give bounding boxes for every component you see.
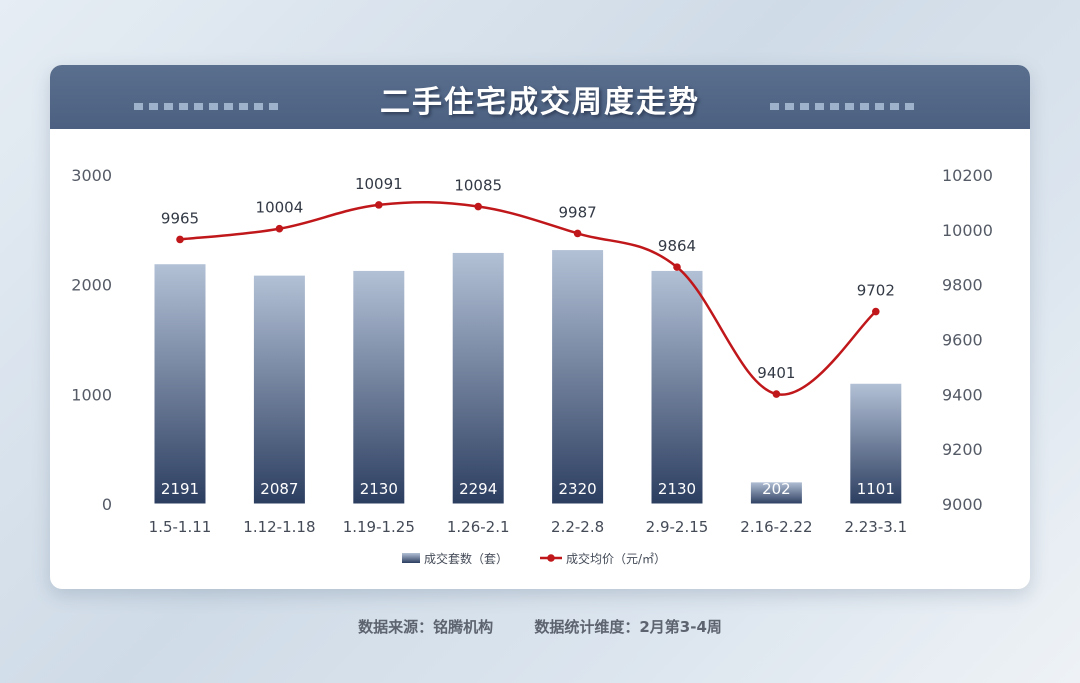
chart-card: 二手住宅成交周度走势 [50, 65, 1030, 589]
x-tick-label: 1.12-1.18 [243, 518, 315, 536]
y-right-tick-label: 10200 [942, 166, 993, 185]
bar-value-label: 2130 [658, 480, 696, 498]
x-tick-label: 1.26-2.1 [447, 518, 510, 536]
y-right-tick-label: 10000 [942, 221, 993, 240]
bar [153, 263, 207, 505]
price-value-label: 10004 [256, 199, 304, 217]
legend-line-marker [547, 554, 555, 562]
bar [749, 481, 803, 505]
x-tick-label: 2.2-2.8 [551, 518, 604, 536]
price-point [872, 307, 880, 316]
bar-value-label: 2191 [161, 480, 199, 498]
price-value-label: 9965 [161, 209, 199, 227]
bar-value-label: 2294 [459, 480, 497, 498]
bar [252, 274, 306, 505]
bar [849, 382, 903, 505]
bar [352, 269, 406, 505]
bar-value-label: 2130 [360, 480, 398, 498]
y-left-tick-label: 0 [102, 495, 112, 514]
y-left-tick-label: 2000 [71, 276, 112, 295]
y-right-tick-label: 9600 [942, 331, 983, 350]
bar [451, 251, 505, 505]
price-value-label: 9401 [757, 364, 795, 382]
footer: 数据来源：铭腾机构 数据统计维度：2月第3-4周 [0, 616, 1080, 637]
x-tick-label: 2.9-2.15 [646, 518, 709, 536]
header-dots-right [770, 95, 920, 110]
price-value-label: 10091 [355, 175, 403, 193]
price-value-label: 9864 [658, 237, 696, 255]
bar-value-label: 1101 [857, 480, 895, 498]
y-right-tick-label: 9200 [942, 440, 983, 459]
price-point [772, 390, 781, 398]
x-tick-label: 1.5-1.11 [149, 518, 212, 536]
bar-value-label: 2087 [260, 480, 298, 498]
footer-source: 数据来源：铭腾机构 [358, 618, 494, 636]
legend-bar-label: 成交套数（套） [424, 551, 508, 566]
bar-value-label: 2320 [559, 480, 597, 498]
chart-title: 二手住宅成交周度走势 [380, 85, 700, 120]
price-point [375, 201, 383, 209]
bar-value-label: 202 [762, 480, 791, 498]
bar [650, 269, 704, 505]
y-left-tick-label: 1000 [71, 385, 112, 404]
bar [551, 249, 605, 505]
price-point [474, 202, 483, 211]
card-header: 二手住宅成交周度走势 [50, 65, 1030, 129]
x-tick-label: 1.19-1.25 [343, 518, 415, 536]
price-value-label: 10085 [454, 177, 502, 195]
y-right-tick-label: 9000 [942, 495, 983, 514]
legend-bar-swatch [402, 553, 420, 563]
y-left-tick-label: 3000 [71, 166, 112, 185]
x-tick-label: 2.16-2.22 [740, 518, 812, 536]
price-value-label: 9987 [559, 203, 597, 221]
price-point [573, 229, 582, 238]
price-point [673, 263, 681, 271]
price-value-label: 9702 [857, 282, 895, 300]
y-right-tick-label: 9400 [942, 385, 983, 404]
price-point [176, 235, 184, 244]
legend-line-label: 成交均价（元/㎡） [566, 551, 666, 566]
y-right-tick-label: 9800 [942, 276, 983, 295]
price-point [275, 224, 284, 233]
header-dots-left [134, 95, 284, 110]
footer-period: 数据统计维度：2月第3-4周 [534, 618, 722, 636]
x-tick-label: 2.23-3.1 [844, 518, 907, 536]
